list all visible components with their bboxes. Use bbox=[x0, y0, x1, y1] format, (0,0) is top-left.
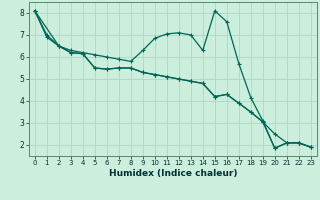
X-axis label: Humidex (Indice chaleur): Humidex (Indice chaleur) bbox=[108, 169, 237, 178]
